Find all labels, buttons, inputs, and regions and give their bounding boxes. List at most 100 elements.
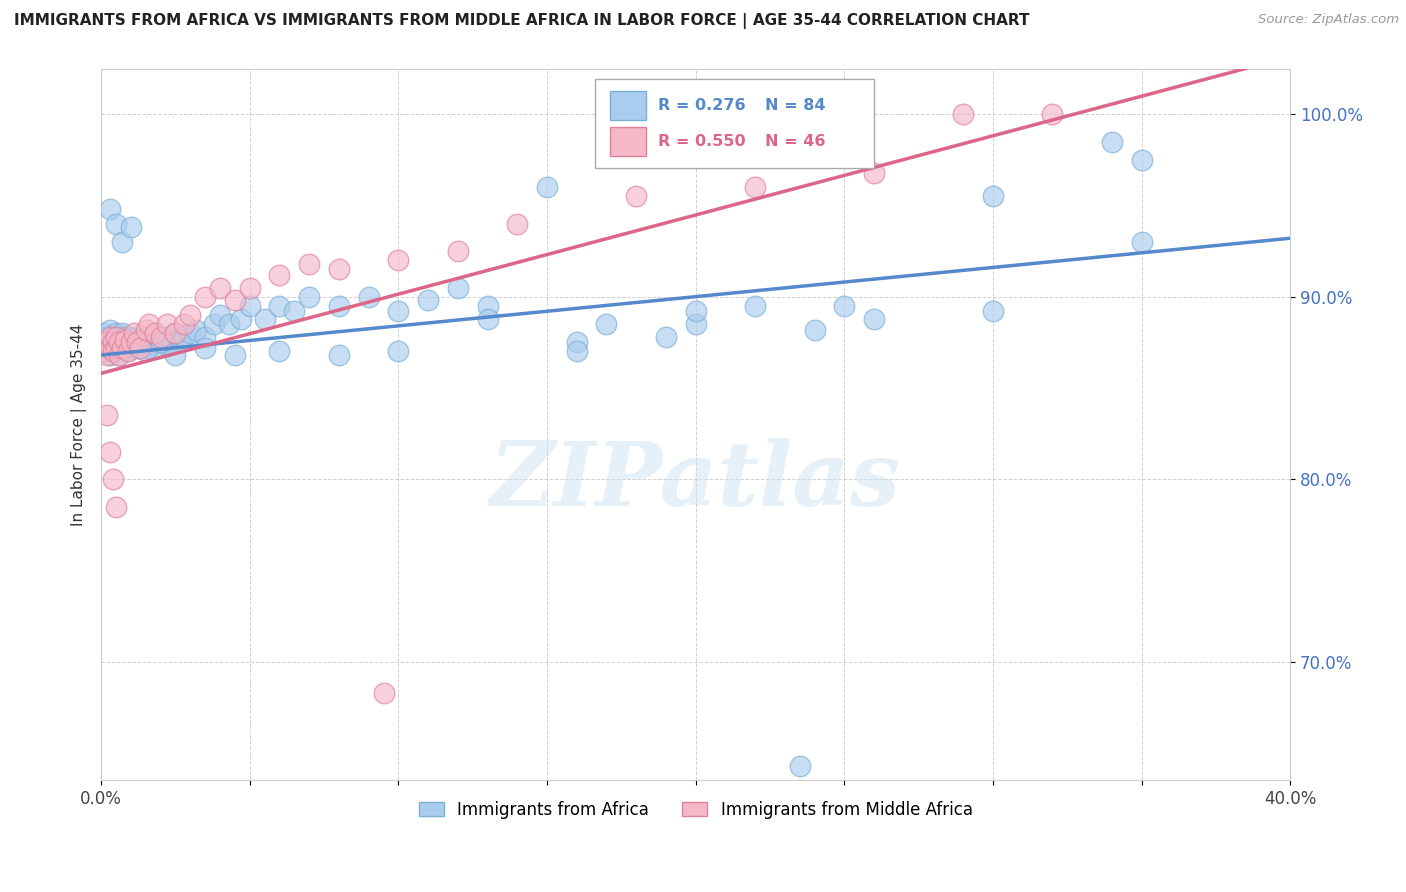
Point	[101, 335, 124, 350]
Point	[135, 344, 157, 359]
Point	[863, 165, 886, 179]
Point	[186, 322, 208, 336]
Point	[96, 335, 118, 350]
Point	[218, 317, 240, 331]
Point	[120, 335, 142, 350]
Text: Source: ZipAtlas.com: Source: ZipAtlas.com	[1258, 13, 1399, 27]
Point	[108, 335, 131, 350]
Point	[387, 253, 409, 268]
Point	[373, 686, 395, 700]
Point	[863, 311, 886, 326]
Point	[96, 330, 118, 344]
Text: N = 46: N = 46	[765, 134, 825, 149]
Point	[98, 322, 121, 336]
Point	[128, 341, 150, 355]
Point	[128, 334, 150, 348]
Point	[173, 317, 195, 331]
Text: R = 0.550: R = 0.550	[658, 134, 745, 149]
Point	[111, 326, 134, 340]
Point	[506, 217, 529, 231]
Point	[328, 299, 350, 313]
Point	[98, 444, 121, 458]
Point	[477, 311, 499, 326]
Point	[111, 335, 134, 350]
Point	[93, 335, 115, 350]
Point	[101, 472, 124, 486]
Point	[143, 326, 166, 340]
Point	[117, 335, 139, 350]
Point	[149, 335, 172, 350]
Point	[165, 326, 187, 340]
Point	[1101, 135, 1123, 149]
Point	[98, 335, 121, 350]
Text: R = 0.276: R = 0.276	[658, 98, 745, 113]
Point	[104, 330, 127, 344]
Point	[179, 308, 201, 322]
Point	[477, 299, 499, 313]
Point	[1130, 153, 1153, 167]
Point	[173, 330, 195, 344]
Point	[194, 290, 217, 304]
Point	[98, 202, 121, 216]
Point	[98, 341, 121, 355]
Point	[229, 311, 252, 326]
Point	[138, 317, 160, 331]
Point	[120, 339, 142, 353]
Point	[125, 335, 148, 350]
Point	[104, 341, 127, 355]
Point	[328, 348, 350, 362]
Point	[789, 758, 811, 772]
Point	[146, 341, 169, 355]
Point	[387, 304, 409, 318]
Point	[744, 299, 766, 313]
Point	[122, 326, 145, 340]
Point	[122, 332, 145, 346]
FancyBboxPatch shape	[610, 128, 645, 156]
Point	[155, 317, 177, 331]
Point	[239, 299, 262, 313]
Point	[685, 304, 707, 318]
Point	[328, 262, 350, 277]
Point	[1130, 235, 1153, 249]
Point	[104, 339, 127, 353]
Point	[194, 330, 217, 344]
Point	[114, 330, 136, 344]
Point	[162, 335, 184, 350]
Point	[981, 304, 1004, 318]
Point	[152, 337, 174, 351]
Point	[744, 180, 766, 194]
Point	[447, 280, 470, 294]
Point	[447, 244, 470, 258]
Point	[101, 344, 124, 359]
Point	[298, 257, 321, 271]
Point	[269, 268, 291, 282]
Point	[239, 280, 262, 294]
Point	[135, 330, 157, 344]
Point	[179, 326, 201, 340]
Point	[96, 341, 118, 355]
Point	[283, 304, 305, 318]
Text: IMMIGRANTS FROM AFRICA VS IMMIGRANTS FROM MIDDLE AFRICA IN LABOR FORCE | AGE 35-: IMMIGRANTS FROM AFRICA VS IMMIGRANTS FRO…	[14, 13, 1029, 29]
Point	[624, 189, 647, 203]
Point	[269, 299, 291, 313]
Point	[143, 335, 166, 350]
Y-axis label: In Labor Force | Age 35-44: In Labor Force | Age 35-44	[72, 323, 87, 525]
Text: N = 84: N = 84	[765, 98, 825, 113]
Point	[149, 334, 172, 348]
FancyBboxPatch shape	[610, 92, 645, 120]
Point	[93, 344, 115, 359]
Point	[269, 344, 291, 359]
Point	[685, 317, 707, 331]
Point	[952, 107, 974, 121]
Point	[93, 326, 115, 340]
Point	[117, 344, 139, 359]
Point	[155, 330, 177, 344]
Point	[138, 341, 160, 355]
Point	[194, 341, 217, 355]
Point	[98, 330, 121, 344]
Point	[96, 348, 118, 362]
Point	[1040, 107, 1063, 121]
Legend: Immigrants from Africa, Immigrants from Middle Africa: Immigrants from Africa, Immigrants from …	[412, 794, 979, 825]
Point	[832, 299, 855, 313]
Point	[120, 330, 142, 344]
